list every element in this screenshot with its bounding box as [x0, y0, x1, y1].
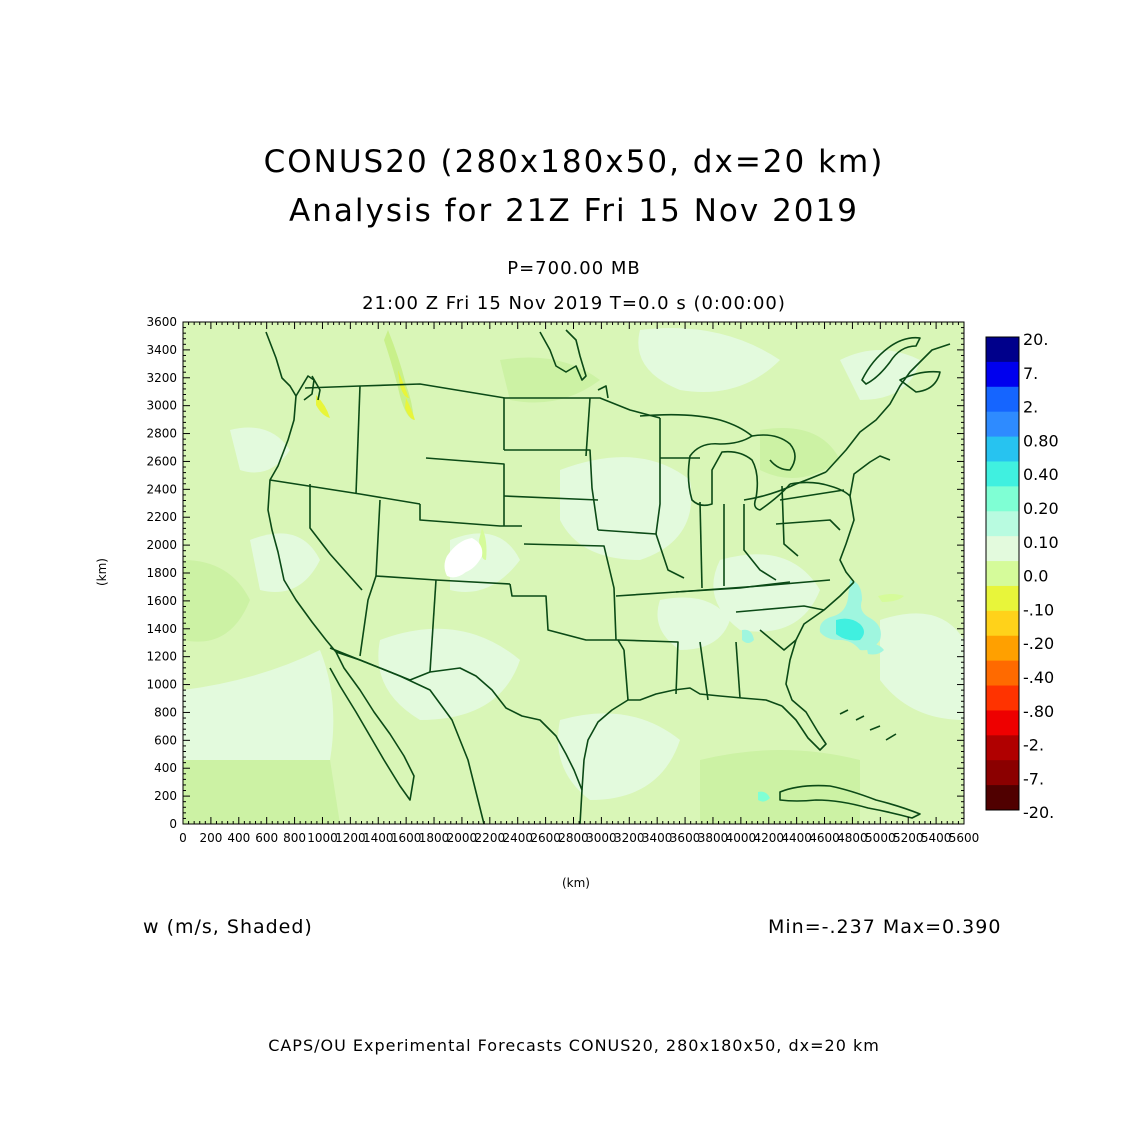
y-tick-label: 1200 — [146, 650, 177, 664]
colorbar-frame — [985, 336, 1020, 811]
y-tick-label: 1800 — [146, 566, 177, 580]
y-tick-label: 2400 — [146, 482, 177, 496]
y-tick-label: 1000 — [146, 678, 177, 692]
x-tick-label: 3400 — [642, 831, 673, 845]
y-tick-label: 800 — [154, 705, 177, 719]
x-tick-label: 2800 — [558, 831, 589, 845]
colorbar-label: -.40 — [1023, 668, 1054, 687]
x-tick-label: 5000 — [865, 831, 896, 845]
colorbar-swatch — [986, 760, 1019, 786]
y-tick-label: 400 — [154, 761, 177, 775]
colorbar-label: 0.40 — [1023, 465, 1059, 484]
colorbar-swatch — [986, 536, 1019, 562]
x-tick-label: 0 — [179, 831, 187, 845]
colorbar-swatch — [986, 361, 1019, 388]
x-tick-label: 1600 — [391, 831, 422, 845]
x-tick-label: 5600 — [949, 831, 980, 845]
colorbar-swatch — [986, 610, 1019, 637]
x-tick-label: 3800 — [698, 831, 729, 845]
x-tick-label: 200 — [199, 831, 222, 845]
x-tick-label: 1000 — [307, 831, 338, 845]
x-axis-ticks: 0 200 400 600 800 100012001400160018002000220… — [179, 322, 979, 845]
colorbar-swatch — [986, 685, 1019, 711]
pressure-level: P=700.00 MB — [507, 258, 641, 279]
colorbar-swatch — [986, 411, 1019, 438]
colorbar-label: -7. — [1023, 769, 1044, 788]
colorbar-swatch — [986, 635, 1019, 662]
colorbar-label: 7. — [1023, 364, 1038, 383]
chart-subtitle: Analysis for 21Z Fri 15 Nov 2019 — [289, 193, 859, 229]
y-tick-label: 200 — [154, 789, 177, 803]
y-tick-label: 3600 — [146, 315, 177, 329]
x-tick-label: 4800 — [837, 831, 868, 845]
min-max-label: Min=-.237 Max=0.390 — [768, 916, 1002, 938]
colorbar-swatch — [986, 785, 1019, 811]
boundaries — [265, 329, 951, 824]
x-tick-label: 2000 — [447, 831, 478, 845]
x-tick-label: 400 — [227, 831, 250, 845]
y-tick-label: 600 — [154, 733, 177, 747]
x-tick-label: 4600 — [809, 831, 840, 845]
colorbar-swatch — [986, 735, 1019, 761]
y-tick-label: 1400 — [146, 622, 177, 636]
y-tick-label: 3200 — [146, 371, 177, 385]
colorbar-label: 2. — [1023, 398, 1038, 417]
colorbar-swatch — [986, 561, 1019, 587]
colorbar-swatch — [986, 337, 1019, 363]
chart-title: CONUS20 (280x180x50, dx=20 km) — [263, 144, 885, 180]
x-tick-label: 600 — [255, 831, 278, 845]
x-tick-label: 4200 — [753, 831, 784, 845]
x-tick-label: 3200 — [614, 831, 645, 845]
valid-time: 21:00 Z Fri 15 Nov 2019 T=0.0 s (0:00:00… — [362, 293, 786, 314]
x-tick-label: 3000 — [586, 831, 617, 845]
shaded-field — [183, 328, 964, 824]
colorbar-label: 0.10 — [1023, 533, 1059, 552]
colorbar-label: 20. — [1023, 330, 1048, 349]
x-axis-label: (km) — [562, 876, 590, 890]
y-axis-label: (km) — [95, 558, 109, 586]
x-tick-label: 2200 — [475, 831, 506, 845]
colorbar-label: -20. — [1023, 803, 1054, 822]
colorbar-label: 0.0 — [1023, 567, 1048, 586]
colorbar-swatch — [986, 436, 1019, 462]
colorbar: 20. 7. 2. 0.80 0.40 0.20 0.10 0.0 -.10 -.20 -.40 -.… — [985, 330, 1059, 822]
colorbar-label: -.10 — [1023, 600, 1054, 619]
colorbar-swatch — [986, 386, 1019, 413]
y-tick-label: 3000 — [146, 399, 177, 413]
variable-label: w (m/s, Shaded) — [143, 916, 313, 938]
colorbar-label: -.20 — [1023, 634, 1054, 653]
y-tick-label: 2600 — [146, 454, 177, 468]
colorbar-swatch — [986, 461, 1019, 487]
colorbar-label: -2. — [1023, 736, 1044, 755]
colorbar-swatch — [986, 710, 1019, 736]
colorbar-swatch — [986, 511, 1019, 537]
x-tick-label: 4400 — [781, 831, 812, 845]
y-tick-label: 0 — [169, 817, 177, 831]
colorbar-label: 0.80 — [1023, 431, 1059, 450]
colorbar-swatch — [986, 660, 1019, 687]
colorbar-swatch — [986, 585, 1019, 612]
x-tick-label: 3600 — [670, 831, 701, 845]
x-tick-label: 1200 — [335, 831, 366, 845]
x-tick-label: 5200 — [893, 831, 924, 845]
y-tick-label: 2000 — [146, 538, 177, 552]
colorbar-label: -.80 — [1023, 702, 1054, 721]
x-tick-label: 2600 — [530, 831, 561, 845]
x-tick-label: 4000 — [726, 831, 757, 845]
y-tick-label: 2800 — [146, 427, 177, 441]
x-tick-label: 2400 — [502, 831, 533, 845]
x-tick-label: 800 — [283, 831, 306, 845]
y-axis-ticks: 0 200 400 600 800 1000 1200 1400 1600 1800 2000 220… — [146, 315, 964, 831]
x-tick-label: 5400 — [921, 831, 952, 845]
x-tick-label: 1400 — [363, 831, 394, 845]
y-tick-label: 3400 — [146, 343, 177, 357]
y-tick-label: 1600 — [146, 594, 177, 608]
footer-credit: CAPS/OU Experimental Forecasts CONUS20, … — [268, 1036, 880, 1055]
y-tick-label: 2200 — [146, 510, 177, 524]
colorbar-label: 0.20 — [1023, 499, 1059, 518]
x-tick-label: 1800 — [419, 831, 450, 845]
colorbar-swatch — [986, 486, 1019, 512]
